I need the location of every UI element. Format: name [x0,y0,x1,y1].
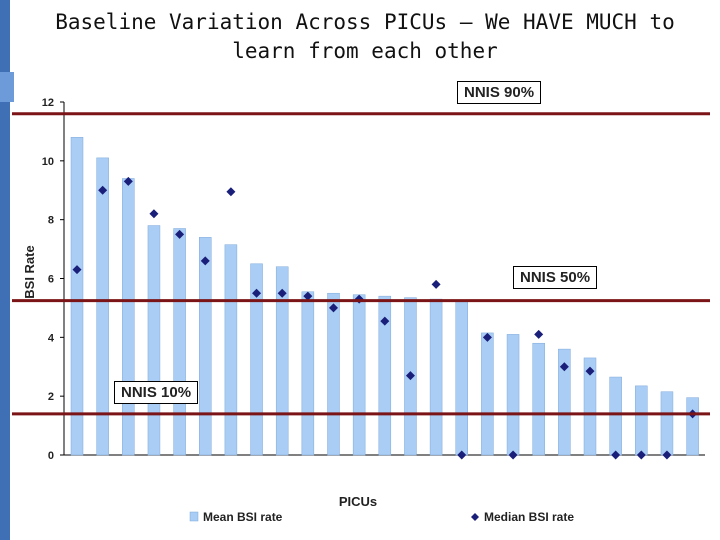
median-marker-6 [200,256,210,266]
bar-mean-19 [532,342,545,456]
slide-title-line-2: learn from each other [232,39,498,63]
nnis-50-label: NNIS 50% [513,266,598,289]
y-tick-label: 10 [42,156,54,168]
median-marker-3 [123,176,133,186]
bar-mean-24 [660,391,674,456]
bar-mean-17 [481,332,494,456]
median-marker-15 [431,279,441,289]
bar-mean-25 [686,397,699,456]
median-marker-5 [175,229,185,239]
bar-mean-10 [301,291,315,456]
bar-mean-5 [173,228,186,456]
slide-title-line-1: Baseline Variation Across PICUs – We HAV… [55,10,675,34]
median-marker-4 [149,209,159,219]
median-marker-24 [662,450,672,460]
median-marker-13 [380,316,390,326]
median-marker-10 [303,291,313,301]
bar-mean-9 [275,266,289,456]
y-tick-label: 4 [48,332,55,344]
median-marker-7 [226,187,236,197]
y-tick-label: 6 [48,274,54,286]
median-marker-14 [405,371,415,381]
median-marker-17 [482,332,492,342]
legend-label-median: Median BSI rate [484,510,574,524]
median-marker-22 [611,450,621,460]
y-tick-label: 0 [48,450,54,462]
slide-title: Baseline Variation Across PICUs – We HAV… [40,8,690,66]
legend-swatch-median [471,513,479,521]
bar-mean-8 [250,263,263,456]
bar-mean-2 [96,157,109,456]
median-marker-2 [98,185,108,195]
bar-mean-11 [327,292,340,456]
median-marker-21 [585,366,595,376]
bar-mean-6 [199,237,212,456]
bar-mean-21 [583,357,597,456]
bar-mean-1 [70,137,84,456]
bar-mean-22 [609,376,622,456]
bar-mean-16 [455,300,468,456]
legend-swatch-mean [189,511,199,522]
bar-mean-12 [352,294,366,456]
x-axis-label: PICUs [339,494,377,509]
median-marker-11 [329,303,338,313]
y-tick-label: 12 [42,97,54,109]
bar-mean-20 [558,348,571,456]
median-marker-19 [534,329,544,339]
median-marker-18 [508,450,518,460]
median-marker-16 [457,450,467,460]
bar-mean-4 [147,225,161,456]
bar-mean-23 [635,385,648,456]
bar-mean-18 [506,334,520,456]
median-marker-23 [636,450,646,460]
y-tick-label: 8 [48,215,54,227]
median-marker-8 [252,288,262,298]
median-marker-20 [559,362,569,372]
bar-mean-7 [224,244,238,456]
y-tick-label: 2 [48,391,54,403]
median-marker-1 [72,265,82,275]
side-accent-bar [0,0,10,540]
nnis-90-label: NNIS 90% [457,81,542,104]
median-marker-9 [277,288,287,298]
legend-label-mean: Mean BSI rate [203,510,283,524]
nnis-10-label: NNIS 10% [114,381,199,404]
y-axis-label: BSI Rate [22,245,37,298]
side-accent-tab [0,72,14,102]
bar-mean-15 [429,298,443,456]
